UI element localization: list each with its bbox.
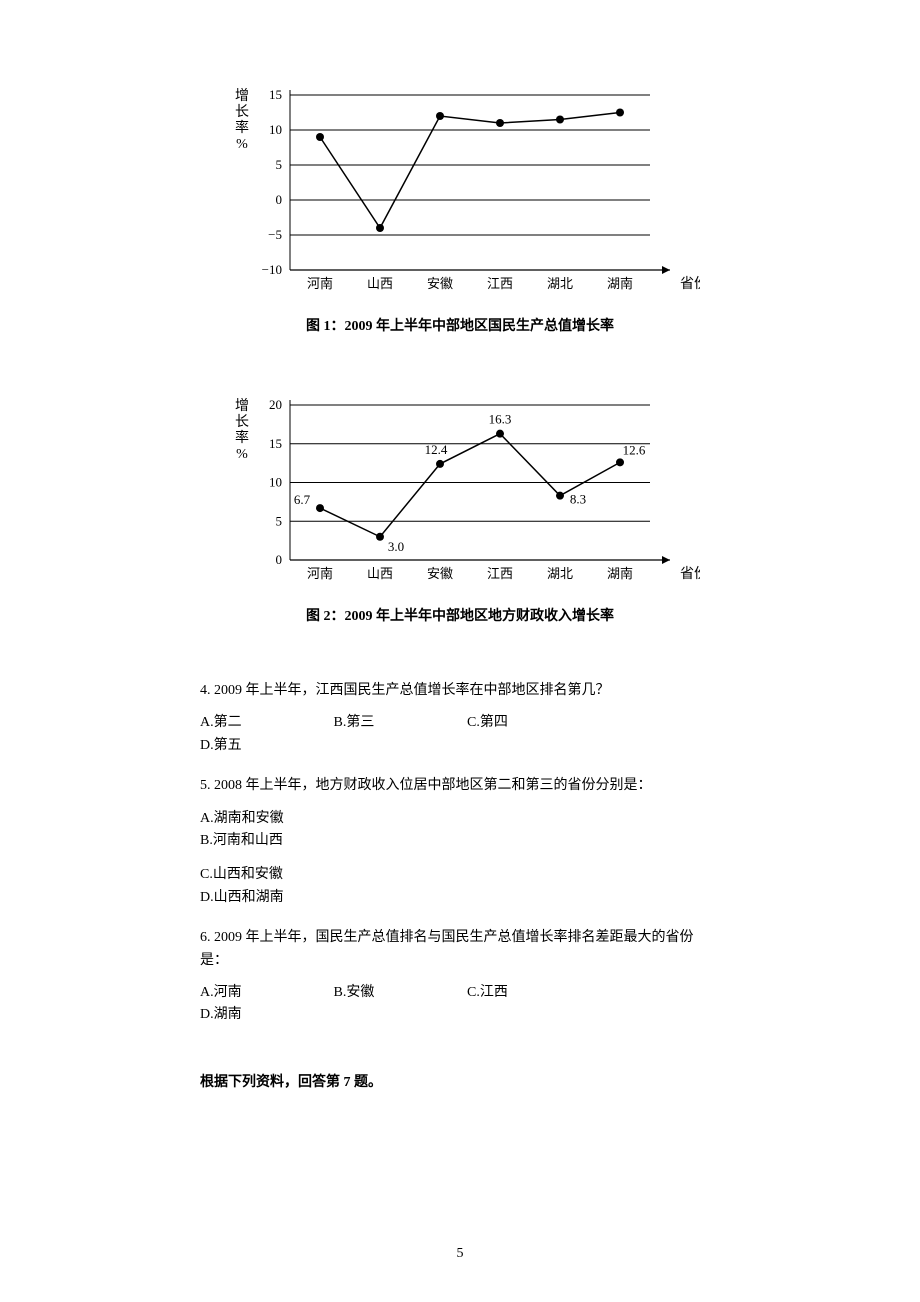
q5-optC: C.山西和安徽 [200, 864, 460, 886]
q4-optC: C.第四 [467, 712, 597, 734]
svg-text:12.6: 12.6 [623, 442, 646, 457]
svg-text:河南: 河南 [307, 276, 333, 291]
section-header: 根据下列资料，回答第 7 题。 [200, 1072, 720, 1094]
q5-options-1: A.湖南和安徽 B.河南和山西 [200, 808, 720, 853]
chart2-caption: 图 2：2009 年上半年中部地区地方财政收入增长率 [200, 605, 720, 625]
questions-block: 4. 2009 年上半年，江西国民生产总值增长率在中部地区排名第几？ A.第二 … [200, 680, 720, 1094]
svg-text:−5: −5 [268, 227, 282, 242]
svg-text:10: 10 [269, 475, 282, 490]
svg-text:10: 10 [269, 122, 282, 137]
svg-text:湖南: 湖南 [607, 566, 633, 581]
svg-text:16.3: 16.3 [489, 412, 512, 427]
svg-text:山西: 山西 [367, 566, 393, 581]
q4-options: A.第二 B.第三 C.第四 D.第五 [200, 712, 720, 757]
page-number: 5 [0, 1246, 920, 1262]
svg-text:省份: 省份 [680, 276, 700, 292]
svg-text:15: 15 [269, 436, 282, 451]
q4-text: 4. 2009 年上半年，江西国民生产总值增长率在中部地区排名第几？ [200, 680, 720, 702]
svg-text:安徽: 安徽 [427, 276, 453, 291]
q5-optB: B.河南和山西 [200, 830, 460, 852]
svg-text:山西: 山西 [367, 276, 393, 291]
q4-optD: D.第五 [200, 735, 330, 757]
q5-text: 5. 2008 年上半年，地方财政收入位居中部地区第二和第三的省份分别是： [200, 775, 720, 797]
chart2-svg: 0 5 10 15 20 河南 山西 安徽 江西 湖北 湖南 省份 增长率% 6.7 3.0 12.4 16.3… [220, 390, 700, 590]
svg-text:20: 20 [269, 397, 282, 412]
svg-text:河南: 河南 [307, 566, 333, 581]
svg-text:5: 5 [276, 157, 283, 172]
svg-text:8.3: 8.3 [570, 492, 586, 507]
chart2-block: 0 5 10 15 20 河南 山西 安徽 江西 湖北 湖南 省份 增长率% 6.7 3.0 12.4 16.3… [200, 390, 720, 625]
svg-text:湖北: 湖北 [547, 566, 573, 581]
svg-text:省份: 省份 [680, 566, 700, 582]
q5-optA: A.湖南和安徽 [200, 808, 460, 830]
q4-optA: A.第二 [200, 712, 330, 734]
svg-text:3.0: 3.0 [388, 539, 404, 554]
q5-optD: D.山西和湖南 [200, 887, 460, 909]
svg-text:湖北: 湖北 [547, 276, 573, 291]
q6-optB: B.安徽 [334, 982, 464, 1004]
svg-text:0: 0 [276, 552, 283, 567]
svg-text:增长率%: 增长率% [235, 398, 249, 462]
svg-text:12.4: 12.4 [425, 442, 448, 457]
q4-optB: B.第三 [334, 712, 464, 734]
q6-optD: D.湖南 [200, 1004, 330, 1026]
page: −10−5051015河南山西安徽江西湖北湖南省份增长率% 图 1：2009 年… [0, 0, 920, 1302]
q5-options-2: C.山西和安徽 D.山西和湖南 [200, 864, 720, 909]
svg-text:江西: 江西 [487, 566, 513, 581]
svg-text:−10: −10 [262, 262, 282, 277]
svg-text:湖南: 湖南 [607, 276, 633, 291]
svg-text:江西: 江西 [487, 276, 513, 291]
chart1-block: −10 −5 0 5 10 15 河南 山西 安徽 江西 湖北 湖南 省份 增长率% 图 1：2009 年… [200, 80, 720, 335]
svg-text:增长率%: 增长率% [235, 88, 249, 152]
chart1-caption: 图 1：2009 年上半年中部地区国民生产总值增长率 [200, 315, 720, 335]
svg-text:0: 0 [276, 192, 283, 207]
svg-text:15: 15 [269, 87, 282, 102]
q6-optA: A.河南 [200, 982, 330, 1004]
q6-options: A.河南 B.安徽 C.江西 D.湖南 [200, 982, 720, 1027]
svg-text:5: 5 [276, 513, 283, 528]
q6-optC: C.江西 [467, 982, 597, 1004]
svg-text:6.7: 6.7 [294, 492, 311, 507]
q6-text: 6. 2009 年上半年，国民生产总值排名与国民生产总值增长率排名差距最大的省份… [200, 927, 720, 972]
svg-text:安徽: 安徽 [427, 566, 453, 581]
chart1-svg: −10 −5 0 5 10 15 河南 山西 安徽 江西 湖北 湖南 省份 增长率% [220, 80, 700, 300]
